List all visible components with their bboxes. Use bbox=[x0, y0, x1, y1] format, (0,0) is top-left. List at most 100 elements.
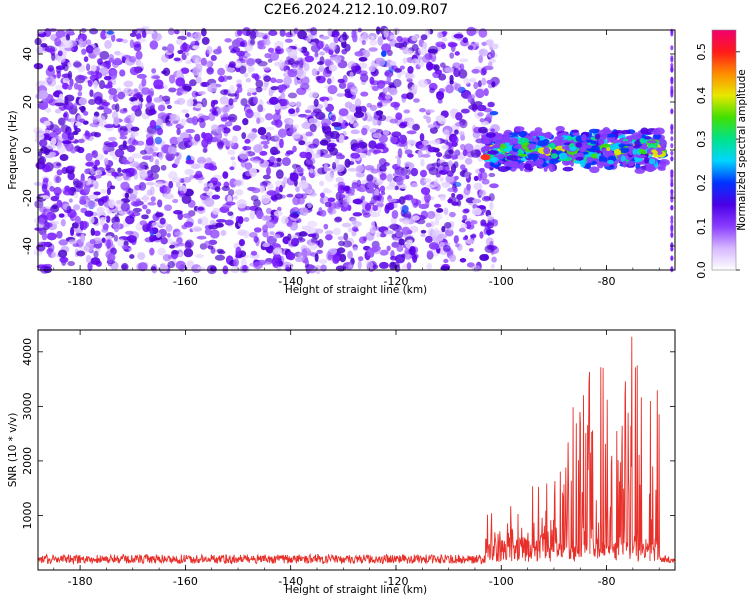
spectrogram-noise-blob bbox=[338, 115, 344, 124]
spectrogram-noise-blob bbox=[121, 262, 129, 271]
spectrogram-noise-blob bbox=[51, 53, 56, 62]
spectrogram-noise-blob bbox=[132, 100, 142, 105]
spectrogram-noise-blob bbox=[162, 254, 172, 262]
spectrogram-noise-blob bbox=[47, 48, 56, 53]
spectrogram-noise-blob bbox=[394, 68, 402, 73]
spectrogram-noise-blob bbox=[70, 116, 75, 127]
spectrogram-noise-blob bbox=[368, 65, 376, 73]
spectrogram-noise-blob bbox=[178, 190, 185, 198]
spectrogram-noise-blob bbox=[217, 45, 222, 54]
spectrogram-noise-blob bbox=[446, 170, 454, 177]
spectrogram-noise-blob bbox=[203, 145, 208, 153]
spectrogram-noise-blob bbox=[421, 153, 431, 158]
spectrogram-noise-blob bbox=[344, 88, 352, 94]
spectrogram-noise-blob bbox=[115, 52, 126, 57]
spectrogram-noise-blob bbox=[182, 137, 190, 143]
spectrogram-noise-blob bbox=[362, 212, 371, 218]
spectrogram-noise-blob bbox=[83, 56, 89, 63]
spectrogram-noise-blob bbox=[322, 153, 333, 159]
spectrogram-noise-blob bbox=[368, 47, 378, 52]
spectrogram-noise-blob bbox=[395, 112, 403, 121]
spectrogram-noise-blob bbox=[325, 230, 334, 236]
spectrogram-noise-blob bbox=[44, 222, 53, 228]
spectrogram-noise-blob bbox=[332, 254, 340, 264]
spectrogram-noise-blob bbox=[122, 156, 128, 165]
spectrogram-noise-blob bbox=[192, 175, 201, 179]
spectrogram-noise-blob bbox=[210, 54, 217, 62]
spectrogram-noise-blob bbox=[384, 94, 392, 100]
spectrogram-noise-blob bbox=[432, 227, 440, 238]
spectrogram-noise-blob bbox=[266, 166, 271, 176]
spectrogram-noise-blob bbox=[381, 43, 392, 53]
spectrogram-noise-blob bbox=[413, 98, 420, 103]
spectrogram-noise-blob bbox=[38, 90, 49, 100]
spectrogram-noise-blob bbox=[221, 185, 230, 192]
spectrogram-noise-blob bbox=[72, 61, 82, 68]
spectrogram-signal-blob bbox=[519, 163, 524, 172]
spectrogram-noise-blob bbox=[262, 230, 269, 238]
spectrogram-noise-blob bbox=[320, 209, 327, 217]
colorbar-label: Normalized spectral amplitude bbox=[736, 69, 748, 230]
spectrogram-noise-blob bbox=[347, 264, 353, 268]
spectrogram-noise-blob bbox=[238, 238, 245, 247]
spectrogram-noise-blob bbox=[439, 176, 444, 182]
spectrogram-noise-blob bbox=[98, 79, 106, 90]
spectrogram-noise-blob bbox=[386, 74, 392, 84]
spectrogram-noise-blob bbox=[412, 123, 420, 131]
spectrogram-noise-blob bbox=[411, 58, 420, 66]
spectrogram-noise-blob bbox=[141, 214, 149, 220]
spectrogram-noise-blob bbox=[89, 122, 99, 128]
spectrogram-noise-blob bbox=[473, 101, 483, 106]
spectrogram-noise-blob bbox=[442, 139, 449, 144]
spectrogram-signal-blob bbox=[490, 156, 498, 163]
spectrogram-edge-blob bbox=[670, 125, 674, 131]
spectrogram-noise-blob bbox=[157, 199, 163, 208]
spectrogram-noise-blob bbox=[471, 265, 481, 273]
spectrogram-noise-blob bbox=[262, 66, 271, 71]
spectrogram-noise-blob bbox=[454, 83, 462, 92]
spectrogram-noise-blob bbox=[308, 117, 318, 124]
spectrogram-noise-blob bbox=[253, 261, 263, 270]
y-tick-label: -40 bbox=[21, 237, 34, 255]
spectrogram-noise-blob bbox=[377, 95, 386, 101]
spectrogram-noise-blob bbox=[285, 150, 294, 155]
spectrogram-noise-blob bbox=[296, 87, 307, 96]
spectrogram-noise-blob bbox=[449, 253, 457, 263]
spectrogram-noise-blob bbox=[269, 162, 281, 168]
spectrogram-noise-blob bbox=[129, 66, 140, 76]
spectrogram-noise-blob bbox=[354, 98, 362, 108]
spectrogram-noise-blob bbox=[266, 182, 274, 191]
spectrogram-noise-blob bbox=[104, 39, 112, 50]
spectrogram-signal-blob bbox=[496, 133, 504, 138]
spectrogram-noise-blob bbox=[175, 77, 186, 87]
spectrogram-noise-blob bbox=[252, 159, 262, 164]
spectrogram-signal-blob bbox=[571, 129, 579, 133]
spectrogram-noise-blob bbox=[357, 139, 365, 148]
spectrogram-noise-blob bbox=[160, 164, 167, 171]
spectrogram-signal-blob bbox=[517, 147, 523, 156]
spectrogram-noise-blob bbox=[385, 185, 396, 190]
spectrogram-noise-blob bbox=[38, 139, 48, 148]
spectrogram-noise-blob bbox=[93, 91, 103, 101]
spectrogram-noise-blob bbox=[269, 231, 275, 236]
spectrogram-noise-blob bbox=[48, 151, 57, 157]
spectrogram-noise-blob bbox=[227, 149, 236, 156]
spectrogram-noise-blob bbox=[272, 261, 280, 269]
spectrogram-noise-blob bbox=[462, 37, 468, 44]
spectrogram-noise-blob bbox=[215, 126, 225, 135]
spectrogram-noise-blob bbox=[244, 162, 253, 170]
spectrogram-noise-blob bbox=[389, 35, 397, 40]
spectrogram-noise-blob bbox=[200, 57, 207, 66]
spectrogram-noise-blob bbox=[389, 255, 397, 261]
spectrogram-noise-blob bbox=[360, 195, 366, 201]
spectrogram-noise-blob bbox=[229, 85, 235, 95]
spectrogram-noise-blob bbox=[419, 133, 425, 142]
spectrogram-noise-blob bbox=[307, 201, 313, 209]
spectrogram-noise-blob bbox=[269, 146, 279, 156]
spectrogram-noise-blob bbox=[247, 66, 255, 73]
spectrogram-noise-blob bbox=[62, 39, 72, 49]
spectrogram-noise-blob bbox=[372, 264, 379, 270]
spectrogram-noise-blob bbox=[439, 194, 446, 201]
spectrogram-noise-blob bbox=[217, 67, 226, 76]
spectrogram-noise-blob bbox=[435, 115, 446, 123]
